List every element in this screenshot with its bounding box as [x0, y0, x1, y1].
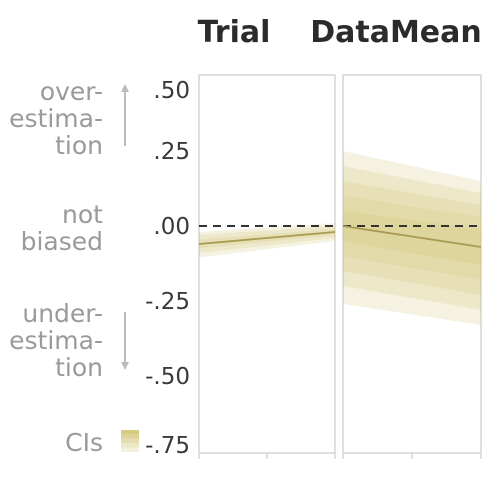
- y-tick-label: .00: [153, 214, 190, 240]
- y-tick-label: .50: [153, 78, 190, 104]
- y-group-label: biased: [21, 227, 103, 256]
- y-tick-label: -.50: [145, 364, 190, 390]
- y-group-label: under-: [22, 299, 103, 328]
- up-arrow-head: [121, 84, 129, 92]
- panel-title: Trial: [198, 15, 271, 50]
- y-tick-label: -.75: [145, 433, 190, 459]
- y-group-label: tion: [55, 131, 103, 160]
- y-tick-label: -.25: [145, 289, 190, 315]
- legend-swatch: [121, 434, 139, 439]
- legend-label: CIs: [65, 428, 103, 457]
- ci-band: [343, 151, 481, 325]
- legend-swatch: [121, 447, 139, 452]
- series-line: [342, 225, 482, 248]
- series-line: [198, 231, 336, 245]
- legend-swatch: [121, 438, 139, 444]
- y-group-label: over-: [40, 77, 103, 106]
- y-group-label: tion: [55, 353, 103, 382]
- panel-frame: [198, 74, 336, 454]
- legend-swatch: [121, 443, 139, 448]
- y-tick-label: .25: [153, 139, 190, 165]
- y-group-label: estima-: [9, 104, 103, 133]
- ci-band: [199, 223, 335, 258]
- ci-band: [343, 211, 481, 265]
- ci-band: [343, 166, 481, 310]
- y-group-label: not: [62, 200, 103, 229]
- legend-swatch: [121, 430, 139, 435]
- panel-title: DataMean: [310, 15, 482, 50]
- ci-band: [343, 181, 481, 295]
- y-group-label: estima-: [9, 326, 103, 355]
- down-arrow-head: [121, 362, 129, 370]
- ci-band: [343, 196, 481, 280]
- ci-band: [199, 226, 335, 253]
